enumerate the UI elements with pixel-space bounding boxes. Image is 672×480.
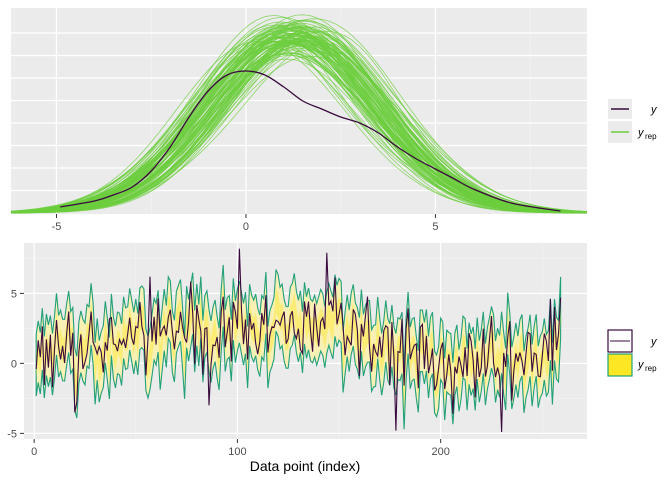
ribbon-legend-label-yrep: y [637, 359, 645, 371]
ribbon-y-tick-label: 5 [11, 288, 17, 300]
ribbon-x-tick-label: 100 [228, 446, 246, 458]
density-legend-label-yrep: y [637, 127, 645, 139]
ribbon-observed-line [35, 248, 562, 433]
density-replicate-curve [11, 30, 588, 214]
ribbon-inner-interval [36, 283, 561, 411]
ribbon-y-tick-label: -5 [7, 428, 17, 440]
density-x-axis: -5 0 5 [52, 214, 438, 233]
ribbon-legend-key-yrep [607, 353, 633, 377]
density-replicate-curve [10, 49, 588, 214]
ribbon-legend-label-y: y [650, 336, 658, 348]
density-replicate-curve [10, 37, 587, 214]
density-replicate-curve [10, 26, 588, 213]
density-legend-label-y: y [650, 104, 658, 116]
density-replicate-curves [10, 14, 588, 214]
ribbon-outer-interval [35, 264, 562, 430]
ribbon-legend-subscript-yrep: rep [645, 364, 657, 373]
ribbon-x-tick-label: 0 [31, 446, 37, 458]
density-x-tick-label: 5 [432, 221, 438, 233]
density-legend: y y rep [608, 99, 658, 143]
density-x-tick-label: -5 [52, 221, 62, 233]
ribbon-legend: y y rep [607, 329, 658, 377]
density-replicate-curve [10, 40, 588, 213]
density-x-tick-label: 0 [243, 221, 249, 233]
ribbon-y-tick-label: 0 [11, 358, 17, 370]
density-observed-curve [60, 70, 561, 212]
density-legend-subscript-yrep: rep [645, 132, 657, 141]
density-replicate-curve [10, 41, 587, 214]
density-panel: -5 0 5 [10, 8, 588, 233]
ribbon-x-axis-title: Data point (index) [250, 458, 361, 474]
ribbon-x-tick-label: 200 [431, 446, 449, 458]
density-replicate-curve [10, 40, 588, 213]
